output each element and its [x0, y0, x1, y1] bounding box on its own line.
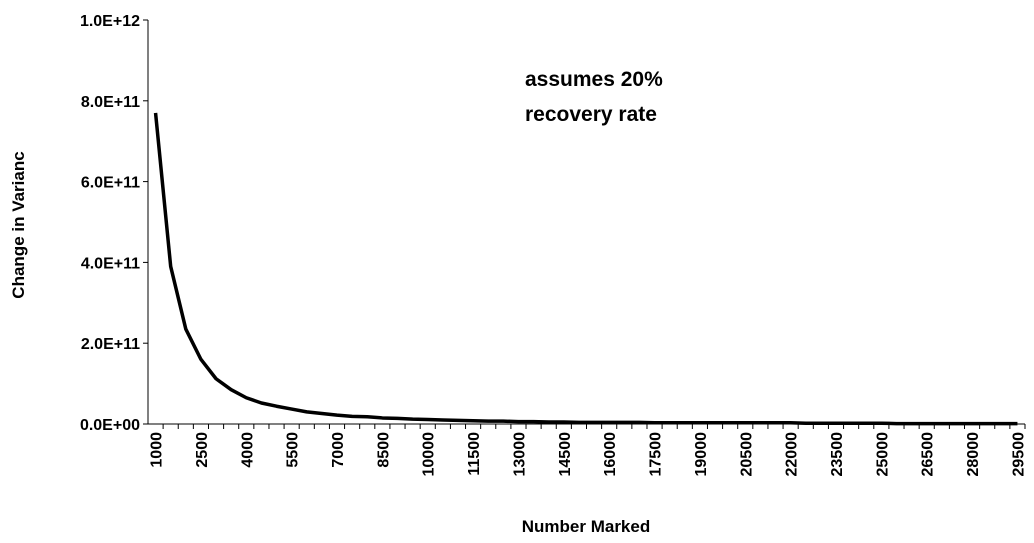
- y-tick-label: 1.0E+12: [80, 13, 140, 30]
- x-tick-label: 7000: [330, 432, 347, 468]
- x-tick-label: 26500: [920, 432, 937, 477]
- x-tick-label: 5500: [285, 432, 302, 468]
- x-axis-title: Number Marked: [522, 517, 650, 536]
- x-tick-label: 19000: [693, 432, 710, 477]
- y-tick-label: 4.0E+11: [81, 255, 140, 272]
- x-tick-label: 10000: [421, 432, 438, 477]
- x-tick-label: 14500: [557, 432, 574, 477]
- x-tick-label: 13000: [511, 432, 528, 477]
- x-tick-label: 17500: [648, 432, 665, 477]
- x-tick-label: 25000: [874, 432, 891, 477]
- x-tick-label: 16000: [602, 432, 619, 477]
- x-tick-label: 29500: [1010, 432, 1027, 477]
- x-tick-label: 20500: [738, 432, 755, 477]
- x-tick-label: 28000: [965, 432, 982, 477]
- y-tick-label: 6.0E+11: [81, 175, 140, 192]
- x-tick-label: 23500: [829, 432, 846, 477]
- x-tick-label: 4000: [239, 432, 256, 468]
- line: [153, 112, 1018, 426]
- y-tick-label: 2.0E+11: [81, 336, 140, 353]
- x-tick-label: 2500: [194, 432, 211, 468]
- x-tick-label: 11500: [466, 432, 483, 476]
- y-axis-title: Change in Varianc: [9, 151, 28, 298]
- x-tick-label: 22000: [784, 432, 801, 477]
- x-tick-label: 1000: [149, 432, 166, 468]
- y-tick-label: 8.0E+11: [81, 94, 140, 111]
- annotation: recovery rate: [525, 103, 657, 126]
- x-tick-label: 8500: [375, 432, 392, 468]
- annotation: assumes 20%: [525, 68, 663, 91]
- y-tick-label: 0.0E+00: [80, 417, 140, 434]
